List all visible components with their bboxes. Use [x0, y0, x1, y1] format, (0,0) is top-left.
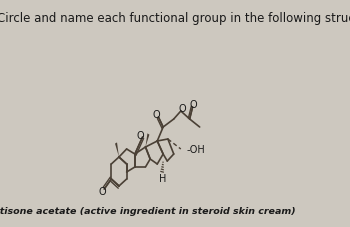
Polygon shape	[115, 143, 119, 157]
Text: O: O	[190, 100, 198, 109]
Text: Circle and name each functional group in the following structure.: Circle and name each functional group in…	[0, 12, 350, 25]
Text: O: O	[136, 131, 144, 140]
Text: -OH: -OH	[187, 144, 205, 154]
Text: H: H	[160, 173, 167, 183]
Text: O: O	[178, 104, 186, 114]
Text: O: O	[98, 186, 106, 196]
Text: O: O	[153, 109, 161, 119]
Polygon shape	[146, 134, 149, 147]
Text: cortisone acetate (active ingredient in steroid skin cream): cortisone acetate (active ingredient in …	[0, 207, 296, 216]
